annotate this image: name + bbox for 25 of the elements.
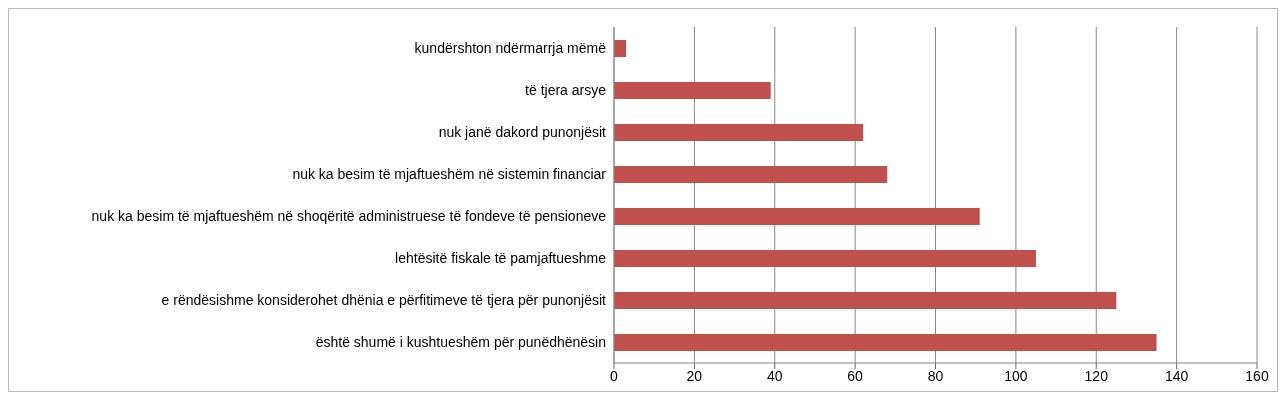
- y-tick-label: e rëndësishme konsiderohet dhënia e përfitimeve të tjera për punonjësit: [161, 291, 607, 308]
- x-tick-label: 20: [686, 367, 703, 384]
- x-tick-label: 40: [766, 367, 783, 384]
- y-tick-label: nuk janë dakord punonjësit: [438, 123, 607, 140]
- bar: [614, 166, 888, 183]
- x-tick-label: 100: [1004, 367, 1028, 384]
- y-tick-label: nuk ka besim të mjaftueshëm në sistemin financiar: [292, 165, 607, 182]
- bar: [614, 292, 1117, 309]
- x-tick-label: 160: [1245, 367, 1269, 384]
- bar: [614, 40, 627, 57]
- y-tick-label: është shumë i kushtueshëm për punëdhënësin: [315, 333, 606, 350]
- y-tick-label: lehtësitë fiskale të pamjaftueshme: [395, 249, 607, 266]
- y-tick-label: të tjera arsye: [525, 81, 607, 98]
- x-tick-label: 60: [847, 367, 864, 384]
- bar: [614, 334, 1157, 351]
- x-tick-label: 140: [1164, 367, 1189, 384]
- bar: [614, 250, 1036, 267]
- bar: [614, 82, 771, 99]
- x-tick-label: 80: [927, 367, 944, 384]
- x-tick-label: 120: [1084, 367, 1109, 384]
- y-tick-label: kundërshton ndërmarrja mëmë: [414, 39, 607, 56]
- x-tick-label: 0: [610, 367, 619, 384]
- y-tick-label: nuk ka besim të mjaftueshëm në shoqëritë administruese të fondeve të pensioneve: [91, 207, 607, 224]
- bar: [614, 124, 864, 141]
- bar: [614, 208, 980, 225]
